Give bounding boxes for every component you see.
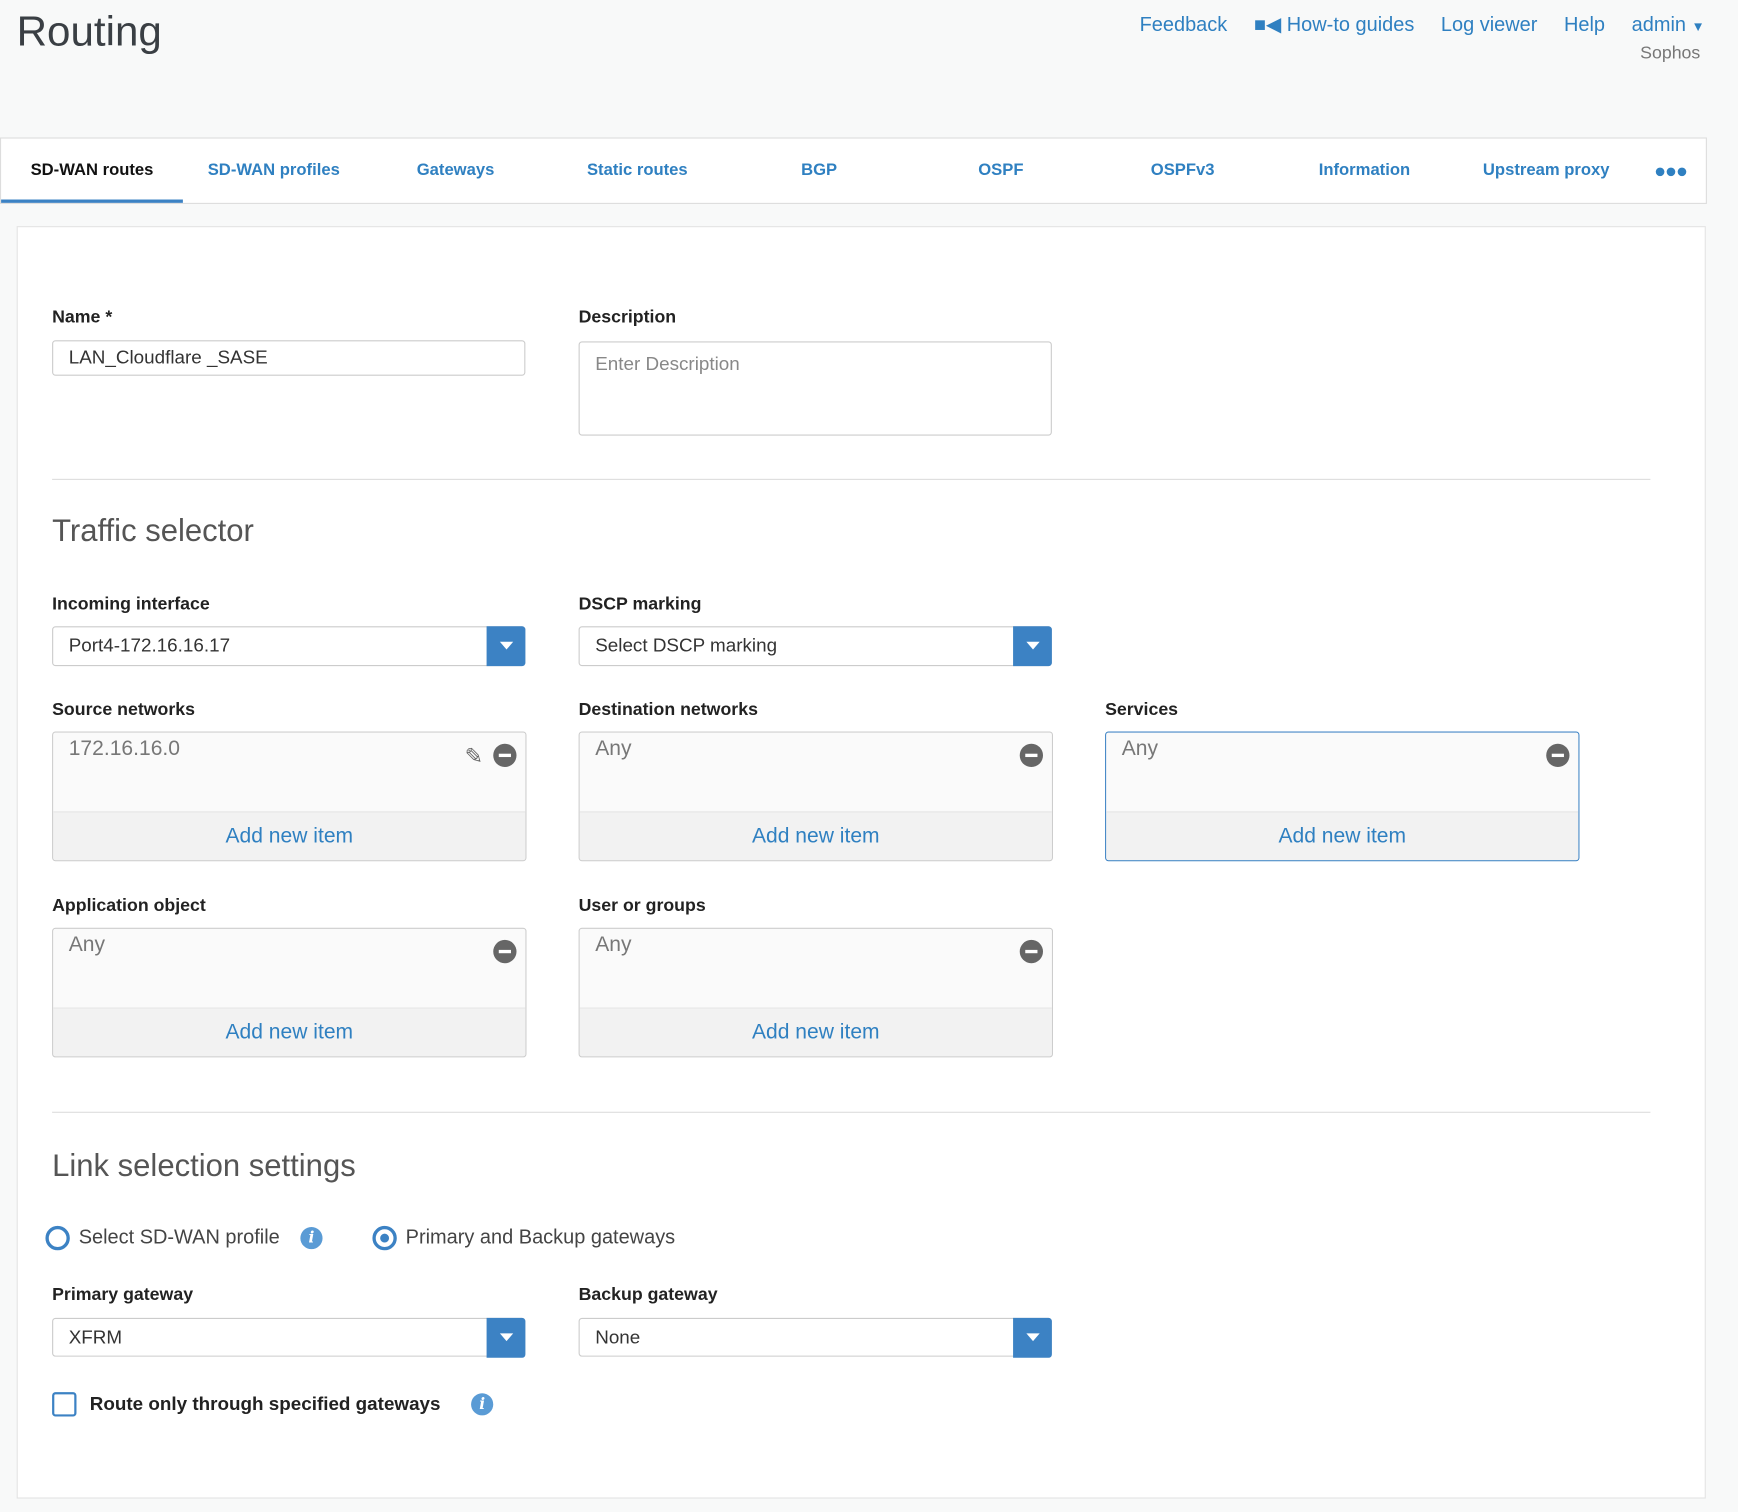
video-camera-icon: ■◀ <box>1253 13 1287 36</box>
dscp-value: Select DSCP marking <box>595 635 778 657</box>
org-name: Sophos <box>1640 44 1701 64</box>
primary-gateway-value: XFRM <box>68 1326 123 1348</box>
description-textarea[interactable]: Enter Description <box>578 341 1052 436</box>
remove-icon[interactable] <box>493 939 517 964</box>
add-new-item-button[interactable]: Add new item <box>53 1008 526 1057</box>
description-label: Description <box>578 308 677 327</box>
add-new-item-button[interactable]: Add new item <box>1106 812 1579 861</box>
traffic-selector-heading: Traffic selector <box>52 513 254 548</box>
tab-bgp[interactable]: BGP <box>801 160 838 180</box>
log-viewer-link[interactable]: Log viewer <box>1440 13 1538 36</box>
dscp-select[interactable]: Select DSCP marking <box>578 626 1052 667</box>
add-new-item-button[interactable]: Add new item <box>579 812 1052 861</box>
list-item: Any <box>579 732 1052 813</box>
application-object-list: Any Add new item <box>52 927 527 1058</box>
list-item: 172.16.16.0 ✎ <box>53 732 526 813</box>
source-networks-label: Source networks <box>52 700 196 720</box>
chevron-down-icon[interactable] <box>1013 1317 1052 1358</box>
pencil-icon[interactable]: ✎ <box>464 744 484 770</box>
services-label: Services <box>1105 700 1179 720</box>
tab-information[interactable]: Information <box>1318 160 1411 180</box>
tab-sd-wan-routes[interactable]: SD-WAN routes <box>1 139 183 203</box>
radio-sd-wan-profile[interactable] <box>45 1225 70 1251</box>
list-item-label: 172.16.16.0 <box>68 737 180 761</box>
backup-gateway-label: Backup gateway <box>578 1285 718 1305</box>
how-to-guides-link[interactable]: ■◀ How-to guides <box>1254 13 1414 36</box>
chevron-down-icon[interactable] <box>486 1317 526 1358</box>
info-icon[interactable]: i <box>300 1226 323 1250</box>
page-title: Routing <box>16 8 162 56</box>
remove-icon[interactable] <box>493 743 517 768</box>
tab-sd-wan-profiles[interactable]: SD-WAN profiles <box>207 160 340 180</box>
backup-gateway-value: None <box>595 1326 641 1348</box>
list-item: Any <box>1106 732 1579 813</box>
list-item-label: Any <box>1121 737 1159 761</box>
application-object-label: Application object <box>52 896 206 916</box>
chevron-down-icon[interactable] <box>1013 626 1052 667</box>
top-links: Feedback ■◀ How-to guides Log viewer Hel… <box>1140 13 1705 36</box>
remove-icon[interactable] <box>1019 939 1044 964</box>
user-groups-label: User or groups <box>578 896 706 916</box>
services-list: Any Add new item <box>1105 731 1580 862</box>
remove-icon[interactable] <box>1546 743 1570 768</box>
name-label: Name * <box>52 308 113 327</box>
radio-primary-backup[interactable] <box>372 1225 397 1251</box>
chevron-down-icon[interactable] <box>486 626 526 667</box>
user-groups-list: Any Add new item <box>578 927 1053 1058</box>
divider <box>52 478 1651 480</box>
divider <box>52 1111 1651 1113</box>
tab-bar: SD-WAN routes SD-WAN profiles Gateways S… <box>0 137 1707 204</box>
remove-icon[interactable] <box>1019 743 1044 768</box>
tab-upstream-proxy[interactable]: Upstream proxy <box>1482 160 1610 180</box>
how-to-label: How-to guides <box>1286 13 1415 36</box>
add-new-item-button[interactable]: Add new item <box>53 812 526 861</box>
admin-menu[interactable]: admin ▼ <box>1632 13 1705 36</box>
destination-networks-list: Any Add new item <box>578 731 1053 862</box>
route-only-checkbox[interactable] <box>52 1392 77 1417</box>
primary-gateway-label: Primary gateway <box>52 1285 194 1305</box>
dscp-label: DSCP marking <box>578 595 702 615</box>
incoming-interface-value: Port4-172.16.16.17 <box>68 635 231 657</box>
radio-primary-backup-label: Primary and Backup gateways <box>405 1225 676 1249</box>
feedback-link[interactable]: Feedback <box>1139 13 1228 36</box>
backup-gateway-select[interactable]: None <box>578 1317 1052 1358</box>
tab-gateways[interactable]: Gateways <box>416 160 495 180</box>
radio-sd-wan-profile-label: Select SD-WAN profile <box>78 1225 280 1249</box>
help-link[interactable]: Help <box>1563 13 1606 36</box>
list-item-label: Any <box>595 737 632 761</box>
list-item-label: Any <box>68 933 106 957</box>
tab-ospf[interactable]: OSPF <box>978 160 1024 180</box>
name-input[interactable]: LAN_Cloudflare _SASE <box>52 340 526 376</box>
list-item: Any <box>53 928 526 1009</box>
source-networks-list: 172.16.16.0 ✎ Add new item <box>52 731 527 862</box>
more-tabs-icon[interactable]: ●●● <box>1653 159 1688 182</box>
tab-ospfv3[interactable]: OSPFv3 <box>1150 160 1215 180</box>
tab-static-routes[interactable]: Static routes <box>586 160 688 180</box>
primary-gateway-select[interactable]: XFRM <box>52 1317 526 1358</box>
form-panel <box>16 226 1706 1499</box>
list-item: Any <box>579 928 1052 1009</box>
list-item-label: Any <box>595 933 632 957</box>
route-only-label: Route only through specified gateways <box>89 1393 441 1415</box>
add-new-item-button[interactable]: Add new item <box>579 1008 1052 1057</box>
incoming-interface-select[interactable]: Port4-172.16.16.17 <box>52 626 526 667</box>
destination-networks-label: Destination networks <box>578 700 758 720</box>
info-icon[interactable]: i <box>471 1393 494 1416</box>
incoming-interface-label: Incoming interface <box>52 595 210 615</box>
link-selection-heading: Link selection settings <box>52 1148 356 1183</box>
caret-down-icon: ▼ <box>1691 18 1705 35</box>
admin-label: admin <box>1631 13 1686 36</box>
